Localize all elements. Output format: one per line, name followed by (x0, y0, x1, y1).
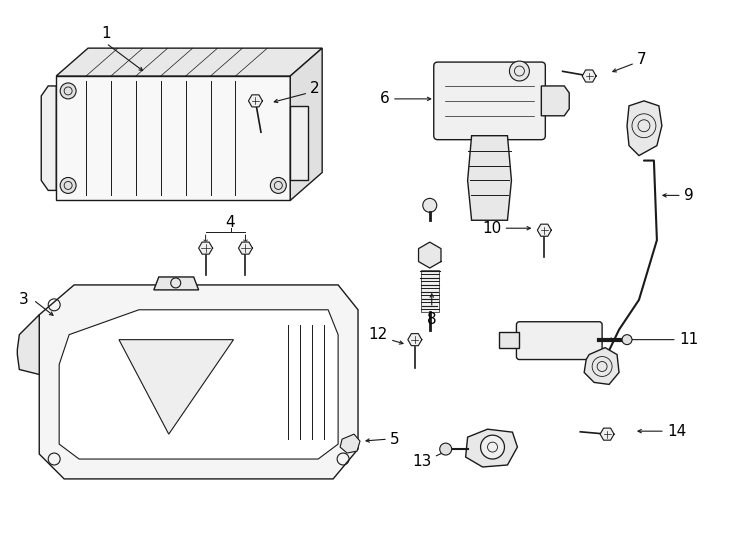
Text: 12: 12 (368, 327, 388, 342)
Text: 10: 10 (482, 221, 501, 236)
Bar (421, 270, 439, 312)
FancyBboxPatch shape (434, 62, 545, 140)
Polygon shape (500, 332, 520, 348)
Polygon shape (248, 95, 262, 107)
Circle shape (60, 83, 76, 99)
Polygon shape (290, 106, 308, 180)
Text: 9: 9 (684, 188, 694, 203)
Polygon shape (59, 310, 338, 459)
Polygon shape (465, 429, 517, 467)
Polygon shape (39, 285, 358, 479)
Polygon shape (199, 242, 213, 254)
FancyBboxPatch shape (517, 322, 602, 360)
Polygon shape (119, 340, 233, 434)
Circle shape (423, 198, 437, 212)
Text: 4: 4 (226, 215, 236, 230)
Text: 3: 3 (18, 292, 28, 307)
Text: 11: 11 (679, 332, 698, 347)
Circle shape (481, 435, 504, 459)
Polygon shape (57, 76, 290, 200)
Circle shape (509, 61, 529, 81)
Polygon shape (18, 315, 39, 374)
Polygon shape (600, 428, 614, 440)
Text: 7: 7 (637, 52, 647, 66)
Polygon shape (418, 242, 441, 268)
Text: 5: 5 (390, 431, 399, 447)
Polygon shape (582, 70, 596, 82)
Polygon shape (57, 48, 322, 76)
Text: 13: 13 (413, 454, 432, 469)
Polygon shape (154, 277, 199, 290)
Text: 1: 1 (101, 26, 111, 40)
Polygon shape (239, 242, 252, 254)
Circle shape (622, 335, 632, 345)
Text: 14: 14 (667, 424, 686, 438)
Polygon shape (340, 434, 360, 453)
Polygon shape (627, 101, 662, 156)
Polygon shape (584, 348, 619, 384)
Text: 6: 6 (380, 91, 390, 106)
Circle shape (60, 178, 76, 193)
Polygon shape (542, 86, 570, 116)
Polygon shape (41, 86, 57, 191)
Polygon shape (408, 334, 422, 346)
Polygon shape (537, 224, 551, 236)
Polygon shape (468, 136, 512, 220)
Circle shape (440, 443, 451, 455)
Polygon shape (290, 48, 322, 200)
Circle shape (270, 178, 286, 193)
Text: 2: 2 (310, 82, 320, 97)
Text: 8: 8 (427, 312, 437, 327)
